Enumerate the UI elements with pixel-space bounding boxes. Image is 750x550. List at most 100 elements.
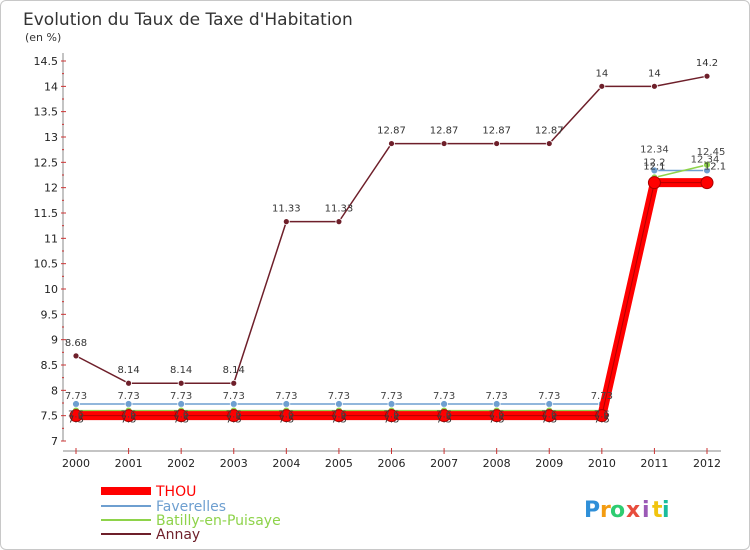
data-label: 7.6 (173, 410, 189, 421)
data-label: 12.87 (482, 126, 511, 137)
data-label: 7.5 (594, 415, 610, 426)
data-point (332, 409, 346, 423)
data-label: 7.5 (278, 415, 294, 426)
y-tick-label: 9.5 (41, 308, 59, 321)
y-tick-label: 7 (51, 435, 58, 448)
data-point (493, 140, 501, 147)
data-label: 7.6 (489, 410, 505, 421)
y-tick-label: 8.5 (41, 359, 59, 372)
y-tick-label: 12.5 (34, 156, 59, 169)
data-label: 11.33 (325, 204, 354, 215)
x-tick-label: 2012 (693, 457, 721, 470)
legend-swatch (101, 487, 151, 495)
data-point (703, 160, 711, 169)
data-label: 7.73 (275, 391, 297, 402)
y-tick-label: 14 (44, 80, 58, 93)
data-label: 7.6 (68, 410, 84, 421)
data-point (651, 82, 658, 90)
logo-letter: r (600, 498, 611, 523)
y-tick-label: 12 (44, 182, 58, 195)
data-label: 12.1 (704, 162, 726, 173)
data-label: 14 (648, 68, 661, 79)
x-tick-label: 2003 (220, 457, 248, 470)
x-tick-label: 2006 (378, 457, 406, 470)
data-label: 12.1 (643, 162, 665, 173)
logo-letter: o (610, 498, 625, 523)
data-label: 7.73 (486, 391, 508, 402)
data-point (700, 176, 714, 190)
legend-swatch (101, 519, 151, 521)
data-label: 11.33 (272, 204, 301, 215)
y-tick-label: 7.5 (41, 410, 59, 423)
data-point (595, 409, 609, 423)
legend-label: Faverelles (156, 499, 226, 515)
legend-label: THOU (155, 484, 196, 500)
y-tick-label: 9 (51, 334, 58, 347)
y-tick-label: 10.5 (34, 258, 59, 271)
data-point (647, 176, 661, 190)
plot-area: 7.5 7.5 7.5 7.5 7.5 7.5 7.5 7.5 7.5 7.5 7.512.1 12.… (65, 58, 726, 425)
y-tick-label: 11.5 (34, 207, 59, 220)
data-point (125, 379, 132, 387)
data-label: 7.5 (384, 415, 400, 426)
data-label: 8.14 (117, 365, 139, 376)
data-label: 7.5 (68, 415, 84, 426)
y-tick-label: 13 (44, 131, 58, 144)
data-label: 12.34 (691, 154, 720, 165)
x-tick-label: 2011 (640, 457, 668, 470)
data-label: 7.6 (384, 410, 400, 421)
y-tick-label: 8 (51, 384, 58, 397)
data-point (279, 409, 293, 423)
data-label: 7.73 (328, 391, 350, 402)
data-label: 7.6 (226, 410, 242, 421)
logo-letter: t (652, 498, 663, 523)
data-label: 12.87 (535, 126, 564, 137)
data-label: 7.5 (541, 415, 557, 426)
data-label: 7.5 (121, 415, 137, 426)
data-label: 8.14 (223, 365, 245, 376)
legend-swatch (101, 533, 151, 535)
x-tick-label: 2005 (325, 457, 353, 470)
data-label: 7.5 (331, 415, 347, 426)
legend-label: Batilly-en-Puisaye (156, 513, 281, 529)
logo-letter: i (642, 498, 650, 523)
data-label: 7.6 (436, 410, 452, 421)
data-label: 7.5 (226, 415, 242, 426)
data-label: 7.73 (117, 391, 139, 402)
data-label: 14.2 (696, 58, 718, 69)
x-tick-label: 2007 (430, 457, 458, 470)
data-label: 7.5 (436, 415, 452, 426)
data-label: 7.6 (121, 410, 137, 421)
y-tick-label: 13.5 (34, 106, 59, 119)
data-point (440, 140, 448, 147)
data-label: 7.5 (489, 415, 505, 426)
data-point (282, 218, 290, 226)
data-label: 7.6 (278, 410, 294, 421)
data-label: 7.73 (223, 391, 245, 402)
data-point (122, 409, 136, 423)
data-label: 7.73 (538, 391, 560, 402)
data-point (227, 409, 241, 423)
data-point (545, 140, 553, 147)
data-point (69, 409, 83, 423)
legend-swatch (101, 505, 151, 507)
data-label: 12.87 (377, 126, 406, 137)
x-tick-label: 2000 (62, 457, 90, 470)
x-tick-label: 2009 (535, 457, 563, 470)
data-label: 7.73 (170, 391, 192, 402)
data-label: 7.73 (591, 391, 613, 402)
data-label: 7.6 (331, 410, 347, 421)
series-line-thou (76, 178, 707, 421)
data-label: 7.6 (594, 410, 610, 421)
data-label: 12.87 (430, 126, 459, 137)
data-label: 7.73 (380, 391, 402, 402)
x-tick-label: 2004 (272, 457, 300, 470)
data-point (542, 409, 556, 423)
data-label: 12.45 (697, 147, 726, 158)
data-label: 7.73 (433, 391, 455, 402)
data-point (72, 352, 80, 360)
logo-letter: x (626, 498, 640, 523)
y-tick-label: 10 (44, 283, 58, 296)
